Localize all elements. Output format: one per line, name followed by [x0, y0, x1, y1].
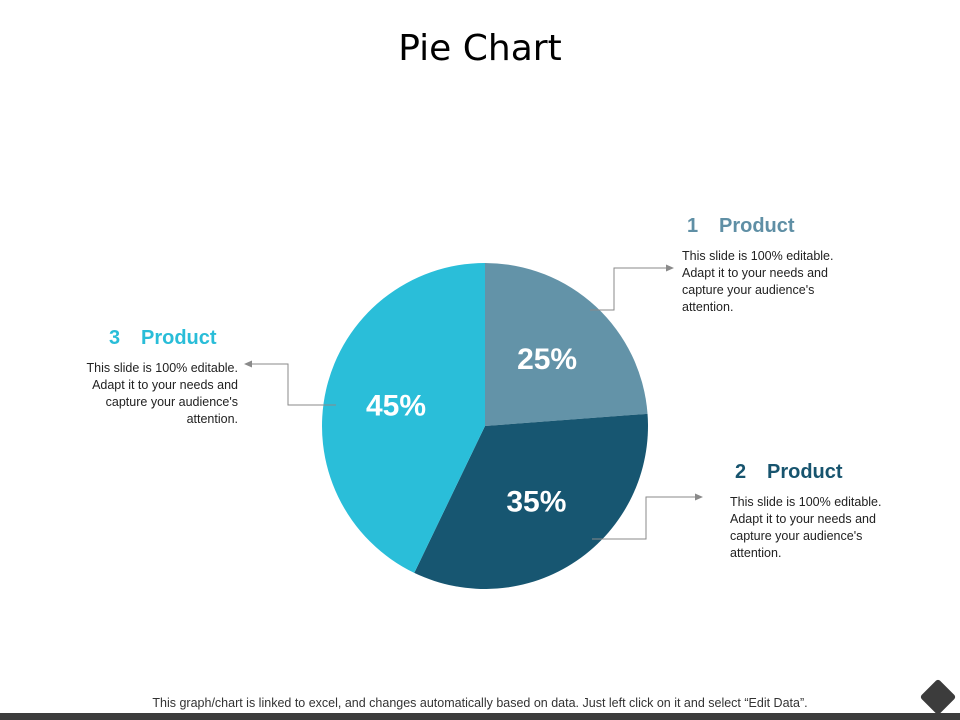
callout-2-arrowhead [695, 493, 703, 501]
callout-number: 1 [687, 215, 699, 237]
callout-heading: 2 Product [730, 461, 890, 484]
pie-slice-1[interactable] [485, 263, 648, 426]
callout-heading: 3 Product [78, 327, 238, 350]
callout-text: This slide is 100% editable. Adapt it to… [730, 495, 882, 560]
callout-title: Product [767, 461, 843, 483]
slice-value-label-2: 35% [506, 485, 566, 518]
pie-slice-2[interactable] [414, 413, 648, 589]
callout-3-connector [252, 363, 336, 406]
slice-value-label-1: 25% [517, 343, 577, 376]
page-title: Pie Chart [398, 28, 562, 69]
callout-1-connector [590, 267, 668, 311]
bottom-bar [0, 713, 960, 720]
callout-2-connector [592, 496, 696, 540]
callout-3-arrowhead [244, 360, 252, 368]
callout-1-arrowhead [666, 264, 674, 272]
pie-slice-3[interactable] [321, 263, 485, 573]
callout-product-3: 3 Product This slide is 100% editable. Ad… [78, 327, 238, 428]
callout-number: 3 [109, 327, 121, 349]
callout-title: Product [141, 327, 217, 349]
footer-note: This graph/chart is linked to excel, and… [152, 696, 808, 710]
callout-number: 2 [735, 461, 747, 483]
callout-product-1: 1 Product This slide is 100% editable. Ad… [682, 215, 842, 316]
callout-text: This slide is 100% editable. Adapt it to… [86, 361, 238, 426]
callout-heading: 1 Product [682, 215, 842, 238]
slice-value-label-3: 45% [366, 390, 426, 423]
callout-title: Product [719, 215, 795, 237]
callout-text: This slide is 100% editable. Adapt it to… [682, 249, 834, 314]
callout-product-2: 2 Product This slide is 100% editable. Ad… [730, 461, 890, 562]
